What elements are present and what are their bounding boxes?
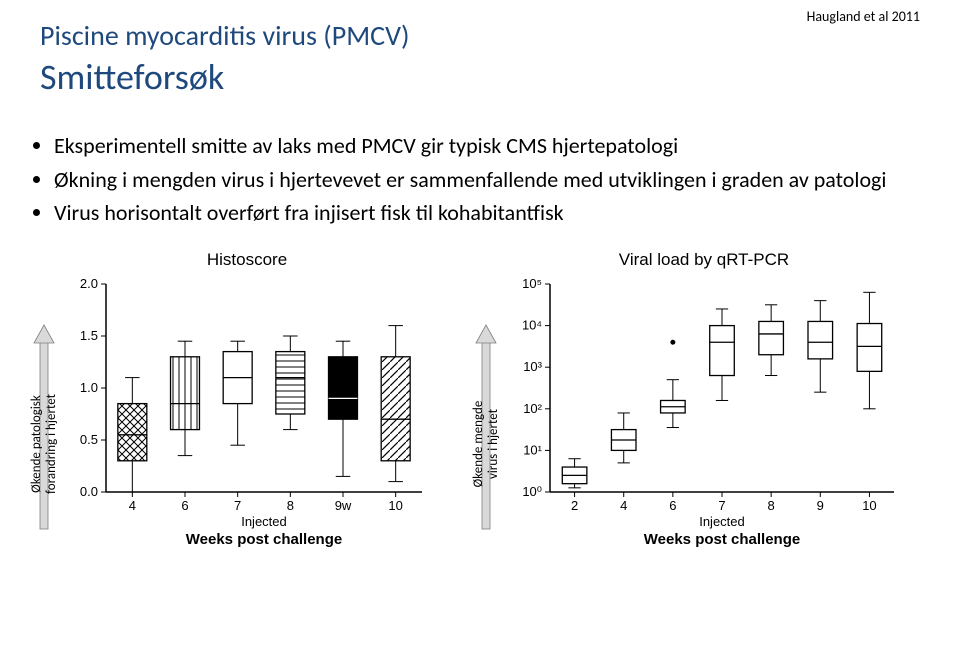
slide-title-line2: Smitteforsøk <box>40 55 920 99</box>
svg-text:2: 2 <box>571 498 578 513</box>
bullet-item: Eksperimentell smitte av laks med PMCV g… <box>54 131 920 161</box>
citation-text: Haugland et al 2011 <box>807 8 920 25</box>
viral-load-chart: 10⁰ 10¹ 10² 10³ 10⁴ 10⁵ 2 4 6 7 8 9 10 Injected Weeks … <box>504 274 904 554</box>
svg-text:4: 4 <box>620 498 627 513</box>
svg-text:10⁰: 10⁰ <box>522 484 542 499</box>
arrow-label-2: Økende mengdevirus i hjertet <box>471 354 501 534</box>
svg-text:7: 7 <box>234 498 241 513</box>
svg-text:10⁴: 10⁴ <box>522 318 542 333</box>
svg-text:Weeks post challenge: Weeks post challenge <box>644 531 800 548</box>
svg-text:9w: 9w <box>335 498 352 513</box>
svg-text:Injected: Injected <box>241 514 287 529</box>
svg-text:1.0: 1.0 <box>80 380 98 395</box>
svg-text:10³: 10³ <box>523 359 542 374</box>
svg-text:9: 9 <box>817 498 824 513</box>
svg-text:0.5: 0.5 <box>80 432 98 447</box>
arrow-label-1: Økende patologiskforandring i hjertet <box>29 354 59 534</box>
histoscore-chart-block: Økende patologiskforandring i hjertet Hi… <box>30 250 432 559</box>
svg-text:Injected: Injected <box>699 514 745 529</box>
svg-text:8: 8 <box>768 498 775 513</box>
histoscore-chart: 0.0 0.5 1.0 1.5 2.0 4 6 7 8 9w 10 Injected Weeks pos… <box>62 274 432 554</box>
svg-text:0.0: 0.0 <box>80 484 98 499</box>
svg-text:6: 6 <box>181 498 188 513</box>
chart-title-viral: Viral load by qRT-PCR <box>504 250 904 270</box>
svg-text:10¹: 10¹ <box>523 442 542 457</box>
bullet-item: Økning i mengden virus i hjertevevet er … <box>54 165 920 195</box>
svg-text:10⁵: 10⁵ <box>522 276 542 291</box>
svg-text:1.5: 1.5 <box>80 328 98 343</box>
svg-text:6: 6 <box>669 498 676 513</box>
svg-text:2.0: 2.0 <box>80 276 98 291</box>
svg-text:10: 10 <box>388 498 402 513</box>
svg-text:8: 8 <box>287 498 294 513</box>
svg-text:4: 4 <box>129 498 136 513</box>
slide-title-line1: Piscine myocarditis virus (PMCV) <box>40 18 920 53</box>
svg-text:Weeks post challenge: Weeks post challenge <box>186 531 342 548</box>
svg-text:10²: 10² <box>523 401 542 416</box>
chart-title-histo: Histoscore <box>62 250 432 270</box>
viral-chart-block: Økende mengdevirus i hjertet Viral load … <box>472 250 904 559</box>
bullet-item: Virus horisontalt overført fra injisert … <box>54 198 920 228</box>
svg-text:7: 7 <box>718 498 725 513</box>
charts-container: Økende patologiskforandring i hjertet Hi… <box>0 232 960 559</box>
bullet-list: Eksperimentell smitte av laks med PMCV g… <box>0 131 960 228</box>
svg-text:10: 10 <box>862 498 876 513</box>
